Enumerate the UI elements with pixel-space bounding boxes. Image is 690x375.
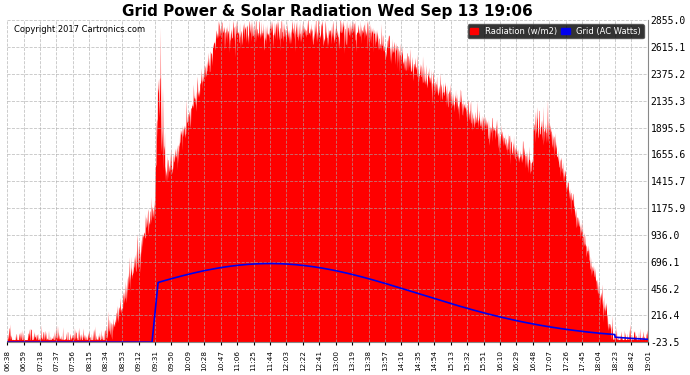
Title: Grid Power & Solar Radiation Wed Sep 13 19:06: Grid Power & Solar Radiation Wed Sep 13 …: [122, 4, 533, 19]
Text: Copyright 2017 Cartronics.com: Copyright 2017 Cartronics.com: [14, 25, 145, 34]
Legend: Radiation (w/m2), Grid (AC Watts): Radiation (w/m2), Grid (AC Watts): [468, 24, 644, 39]
